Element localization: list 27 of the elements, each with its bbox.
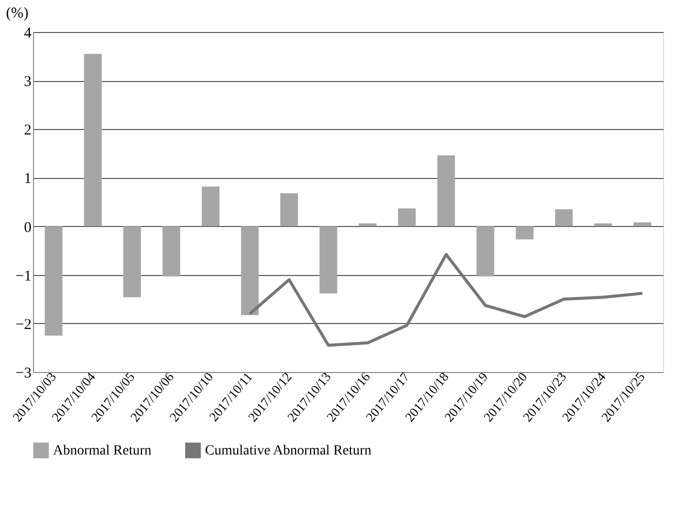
y-tick-label: 3 [24, 74, 32, 90]
y-tick-label: 4 [24, 26, 32, 42]
bar [476, 226, 494, 276]
legend-label: Cumulative Abnormal Return [205, 443, 372, 458]
bar [358, 223, 376, 226]
bar [320, 226, 338, 294]
line-series [248, 252, 644, 347]
bar [555, 209, 573, 226]
bar [594, 223, 612, 226]
y-tick-label: −1 [16, 268, 32, 284]
y-tick-label: −2 [16, 316, 32, 333]
y-axis-title: (%) [6, 6, 28, 22]
bar [437, 155, 455, 226]
bar [398, 208, 416, 226]
bar [84, 54, 102, 226]
bar [516, 226, 534, 240]
y-tick-label: 2 [24, 122, 32, 139]
bar [123, 226, 141, 298]
bar [634, 222, 652, 226]
y-tick-label: 1 [24, 171, 32, 188]
y-tick-label: 0 [24, 220, 32, 236]
legend-label: Abnormal Return [53, 443, 152, 458]
bar [44, 226, 62, 336]
bar [280, 193, 298, 226]
bar [202, 186, 220, 226]
bar [162, 226, 180, 276]
bar [241, 226, 259, 316]
